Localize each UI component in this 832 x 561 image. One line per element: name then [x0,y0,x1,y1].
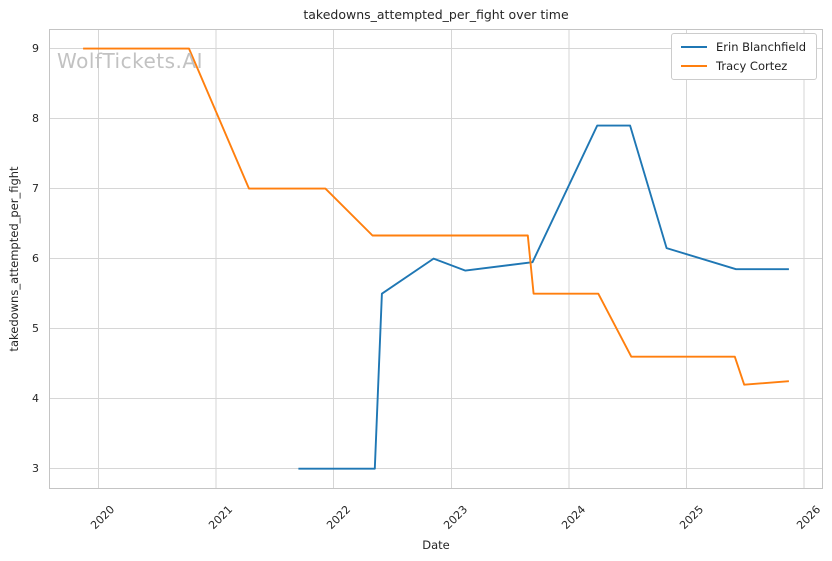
legend-line-swatch-orange [681,65,708,67]
plot-area: WolfTickets.AI Erin Blanchfield Tracy Co… [49,29,823,489]
legend-item-tracy-cortez: Tracy Cortez [681,59,806,73]
y-tick-label-7: 7 [32,182,39,196]
legend-label: Erin Blanchfield [716,40,806,54]
x-tick-label-2025: 2025 [676,503,706,532]
legend-line-swatch-blue [681,46,708,48]
y-tick-label-8: 8 [32,112,39,126]
y-tick-label-6: 6 [32,252,39,266]
legend-item-erin-blanchfield: Erin Blanchfield [681,40,806,54]
series-line-tracy-cortez [83,47,789,386]
x-tick-label-2020: 2020 [88,503,118,532]
legend: Erin Blanchfield Tracy Cortez [671,33,817,80]
y-axis-label: takedowns_attempted_per_fight [7,166,21,352]
series-line-erin-blanchfield [298,124,789,470]
chart-title: takedowns_attempted_per_fight over time [303,7,569,22]
plot-canvas [49,29,823,489]
y-tick-label-3: 3 [32,462,39,476]
y-tick-label-4: 4 [32,392,39,406]
x-axis-label: Date [422,538,450,552]
x-tick-label-2022: 2022 [323,503,353,532]
x-tick-label-2024: 2024 [559,503,589,532]
y-tick-label-9: 9 [32,42,39,56]
x-tick-label-2021: 2021 [206,503,236,532]
legend-label: Tracy Cortez [716,59,788,73]
y-tick-label-5: 5 [32,322,39,336]
x-tick-label-2023: 2023 [441,503,471,532]
x-tick-label-2026: 2026 [794,503,824,532]
watermark: WolfTickets.AI [57,49,203,73]
